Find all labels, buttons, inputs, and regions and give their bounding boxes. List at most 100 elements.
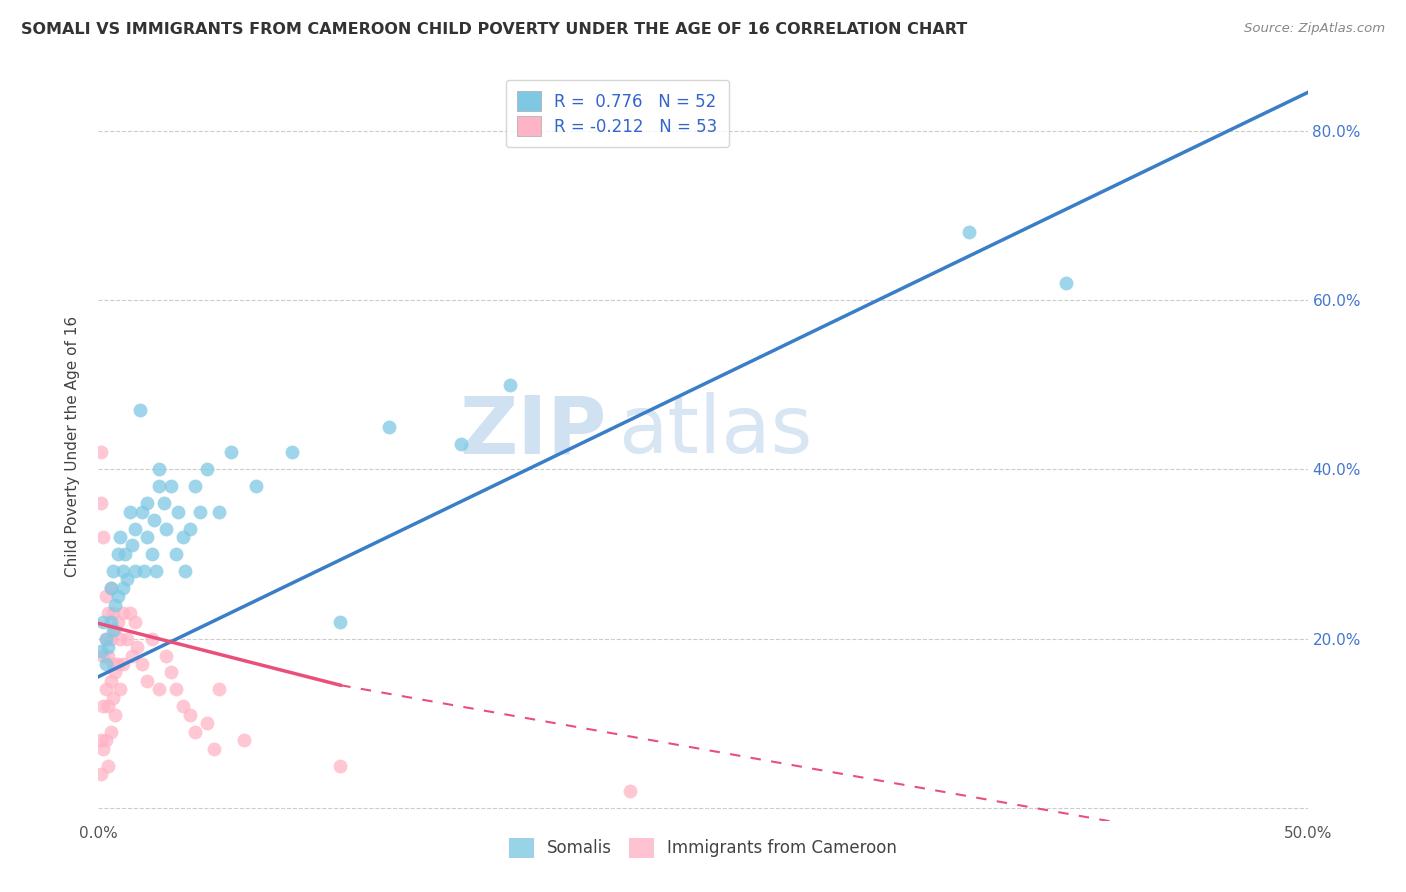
Text: atlas: atlas [619,392,813,470]
Point [94,682,117,697]
Point [107,657,129,671]
Point [104,623,127,637]
Point [141,547,163,561]
Point [94,589,117,603]
Point [117,632,139,646]
Point [118,606,141,620]
Point [195,462,218,476]
Point [91,530,114,544]
Point [101,690,124,705]
Point [128,403,150,417]
Point [1054,276,1077,290]
Point [204,741,226,756]
Point [100,581,122,595]
Point [108,682,131,697]
Point [160,665,183,680]
Point [208,682,231,697]
Text: ZIP: ZIP [458,392,606,470]
Point [117,572,139,586]
Point [114,547,136,561]
Point [155,522,177,536]
Point [134,564,156,578]
Point [143,513,166,527]
Point [94,632,117,646]
Point [101,564,124,578]
Point [100,632,122,646]
Point [91,615,114,629]
Point [141,632,163,646]
Point [165,682,187,697]
Text: Source: ZipAtlas.com: Source: ZipAtlas.com [1244,22,1385,36]
Point [135,673,157,688]
Point [90,644,112,658]
Point [90,445,112,459]
Point [107,615,129,629]
Point [94,733,117,747]
Point [179,707,201,722]
Point [184,479,207,493]
Point [184,724,207,739]
Point [131,657,153,671]
Point [148,462,170,476]
Point [111,657,134,671]
Point [97,758,120,772]
Point [90,733,112,747]
Point [135,530,157,544]
Point [97,606,120,620]
Point [101,606,124,620]
Point [111,564,134,578]
Point [100,724,122,739]
Point [101,623,124,637]
Point [108,632,131,646]
Point [152,496,174,510]
Point [111,606,134,620]
Point [108,530,131,544]
Point [124,564,146,578]
Point [245,479,267,493]
Point [221,445,243,459]
Point [121,539,143,553]
Point [160,479,183,493]
Point [118,505,141,519]
Point [100,615,122,629]
Point [107,589,129,603]
Point [172,699,194,714]
Point [148,682,170,697]
Point [957,225,980,239]
Point [124,522,146,536]
Point [111,581,134,595]
Text: SOMALI VS IMMIGRANTS FROM CAMEROON CHILD POVERTY UNDER THE AGE OF 16 CORRELATION: SOMALI VS IMMIGRANTS FROM CAMEROON CHILD… [21,22,967,37]
Point [100,673,122,688]
Point [121,648,143,663]
Point [329,615,352,629]
Point [131,505,153,519]
Point [91,648,114,663]
Point [619,784,641,798]
Point [281,445,304,459]
Point [94,632,117,646]
Point [188,505,211,519]
Point [91,741,114,756]
Point [498,377,520,392]
Point [97,640,120,654]
Point [179,522,201,536]
Legend: Somalis, Immigrants from Cameroon: Somalis, Immigrants from Cameroon [502,831,904,864]
Point [174,564,197,578]
Point [195,716,218,731]
Point [104,598,127,612]
Point [97,648,120,663]
Point [145,564,167,578]
Point [97,699,120,714]
Y-axis label: Child Poverty Under the Age of 16: Child Poverty Under the Age of 16 [65,316,80,576]
Point [450,437,472,451]
Point [377,420,399,434]
Point [208,505,231,519]
Point [165,547,187,561]
Point [91,699,114,714]
Point [148,479,170,493]
Point [90,767,112,781]
Point [167,505,190,519]
Point [101,657,124,671]
Point [104,665,127,680]
Point [94,657,117,671]
